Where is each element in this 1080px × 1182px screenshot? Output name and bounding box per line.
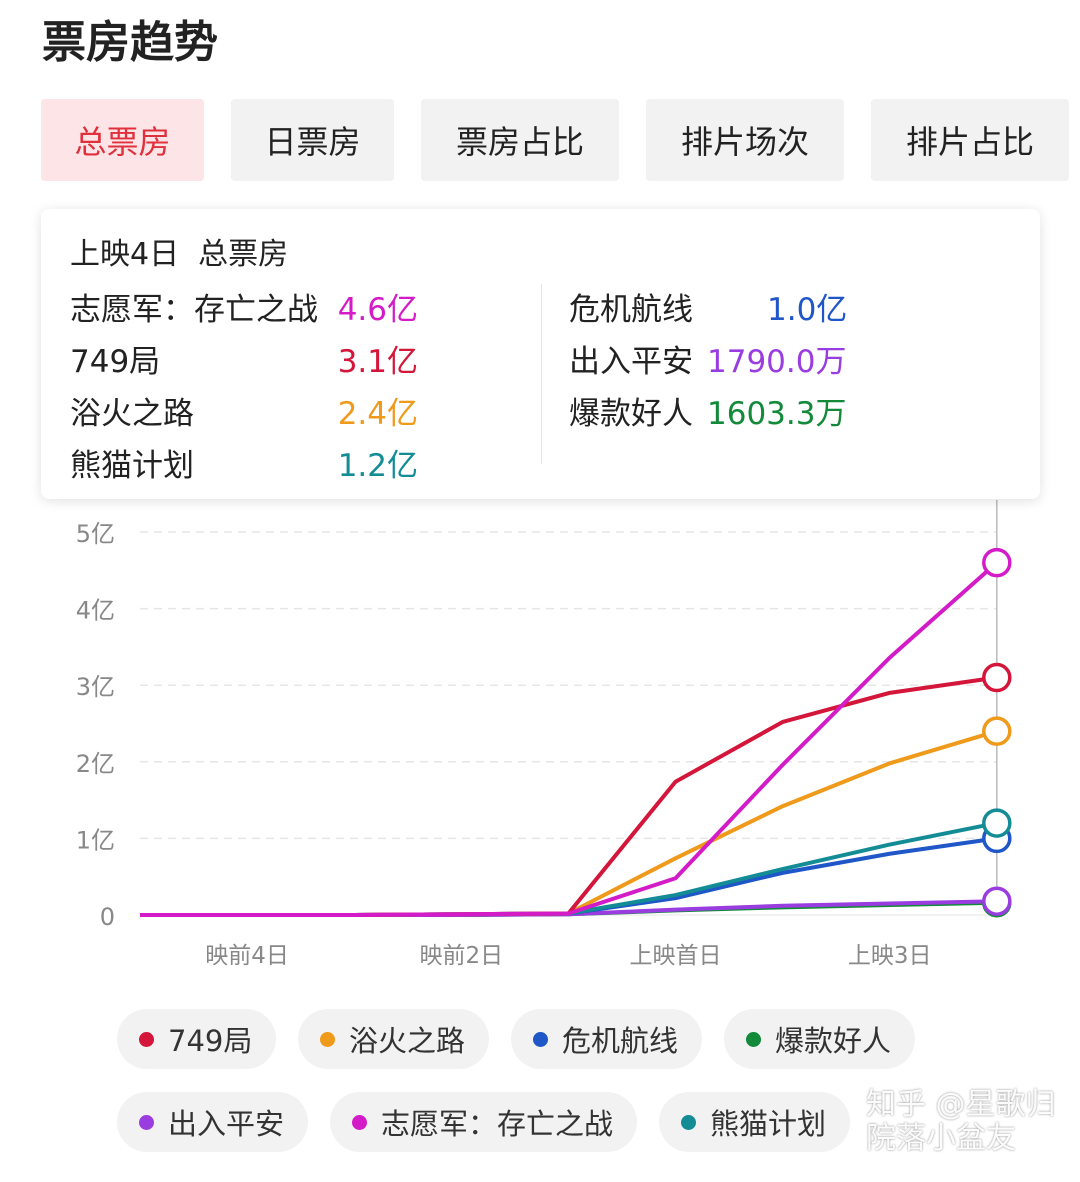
legend-item[interactable]: 爆款好人	[724, 1009, 916, 1069]
x-tick-label: 映前4日	[205, 943, 289, 969]
tooltip-series-value: 1.2亿	[337, 448, 418, 484]
series-endpoint	[982, 886, 1012, 916]
tab-screenings[interactable]: 排片场次	[646, 99, 844, 181]
y-tick-label: 1亿	[76, 826, 115, 854]
legend-item[interactable]: 志愿军：存亡之战	[330, 1092, 638, 1152]
y-tick-label: 2亿	[76, 750, 115, 778]
series-line	[140, 821, 998, 917]
tooltip-series-value: 2.4亿	[337, 396, 418, 432]
tooltip-row: 出入平安 1790.0万	[569, 336, 846, 381]
tooltip-series-value: 1790.0万	[707, 344, 847, 380]
legend-item[interactable]: 749局	[117, 1009, 277, 1069]
legend-label: 浴火之路	[349, 1024, 466, 1058]
legend-label: 危机航线	[562, 1024, 679, 1058]
x-tick-label: 上映3日	[848, 943, 932, 969]
tooltip-series-name: 危机航线	[569, 292, 693, 328]
tooltip-series-value: 4.6亿	[337, 292, 418, 328]
tab-daily-box-office[interactable]: 日票房	[231, 99, 394, 181]
legend-label: 熊猫计划	[710, 1107, 827, 1141]
legend-dot-icon	[139, 1114, 154, 1130]
y-tick-label: 5亿	[76, 520, 115, 548]
tooltip-series-name: 出入平安	[569, 344, 693, 380]
tab-screening-share[interactable]: 排片占比	[871, 99, 1069, 181]
tooltip-metric: 总票房	[198, 237, 289, 272]
tooltip-series-name: 志愿军：存亡之战	[70, 292, 318, 328]
series-endpoint	[982, 808, 1012, 838]
tooltip-divider	[541, 284, 542, 464]
legend-label: 爆款好人	[775, 1024, 892, 1058]
tooltip-series-value: 1.0亿	[767, 292, 848, 328]
tooltip-day: 上映4日	[70, 237, 180, 272]
tooltip-row: 749局 3.1亿	[70, 336, 418, 381]
legend-label: 749局	[168, 1024, 253, 1058]
tooltip-series-value: 1603.3万	[707, 396, 847, 432]
chart-tooltip: 上映4日 总票房 志愿军：存亡之战 4.6亿 749局 3.1亿浴火之路 2.4亿熊猫计…	[41, 209, 1040, 499]
tooltip-row: 浴火之路 2.4亿	[70, 388, 418, 433]
tooltip-header: 上映4日 总票房	[70, 229, 288, 273]
tab-box-office-share[interactable]: 票房占比	[421, 99, 619, 181]
tooltip-row: 志愿军：存亡之战 4.6亿	[70, 284, 418, 329]
legend-dot-icon	[681, 1114, 696, 1130]
tooltip-row: 爆款好人 1603.3万	[569, 388, 846, 433]
series-endpoint	[982, 662, 1012, 693]
legend-dot-icon	[139, 1031, 154, 1047]
watermark: 知乎 @星歌归院落小盆友	[866, 1087, 1056, 1156]
page-title: 票房趋势	[42, 17, 218, 68]
legend-dot-icon	[746, 1031, 761, 1047]
x-tick-label: 映前2日	[419, 943, 503, 969]
tooltip-series-value: 3.1亿	[337, 344, 418, 380]
tooltip-row: 熊猫计划 1.2亿	[70, 440, 418, 485]
legend-dot-icon	[352, 1114, 367, 1130]
tooltip-series-name: 浴火之路	[70, 396, 194, 432]
legend-dot-icon	[533, 1031, 548, 1047]
series-endpoint	[982, 547, 1012, 578]
tooltip-series-name: 749局	[70, 344, 161, 380]
tab-total-box-office[interactable]: 总票房	[41, 99, 204, 181]
y-tick-label: 0	[100, 903, 115, 931]
x-tick-label: 上映首日	[630, 943, 722, 969]
y-tick-label: 4亿	[76, 597, 115, 625]
tooltip-row: 危机航线 1.0亿	[569, 284, 847, 329]
tooltip-series-name: 爆款好人	[569, 396, 693, 432]
series-line	[140, 561, 999, 917]
legend-item[interactable]: 出入平安	[117, 1092, 309, 1152]
tooltip-series-name: 熊猫计划	[70, 448, 194, 484]
y-tick-label: 3亿	[76, 673, 115, 701]
series-line	[140, 729, 998, 917]
legend-item[interactable]: 浴火之路	[298, 1009, 490, 1069]
legend-dot-icon	[320, 1031, 335, 1047]
tab-bar: 总票房 日票房 票房占比 排片场次 排片占比	[41, 99, 1069, 181]
legend-label: 志愿军：存亡之战	[381, 1107, 614, 1141]
legend-item[interactable]: 危机航线	[511, 1009, 703, 1069]
legend-item[interactable]: 熊猫计划	[659, 1092, 851, 1152]
series-endpoint	[982, 716, 1012, 746]
series-line	[140, 675, 998, 917]
legend-label: 出入平安	[168, 1107, 285, 1141]
